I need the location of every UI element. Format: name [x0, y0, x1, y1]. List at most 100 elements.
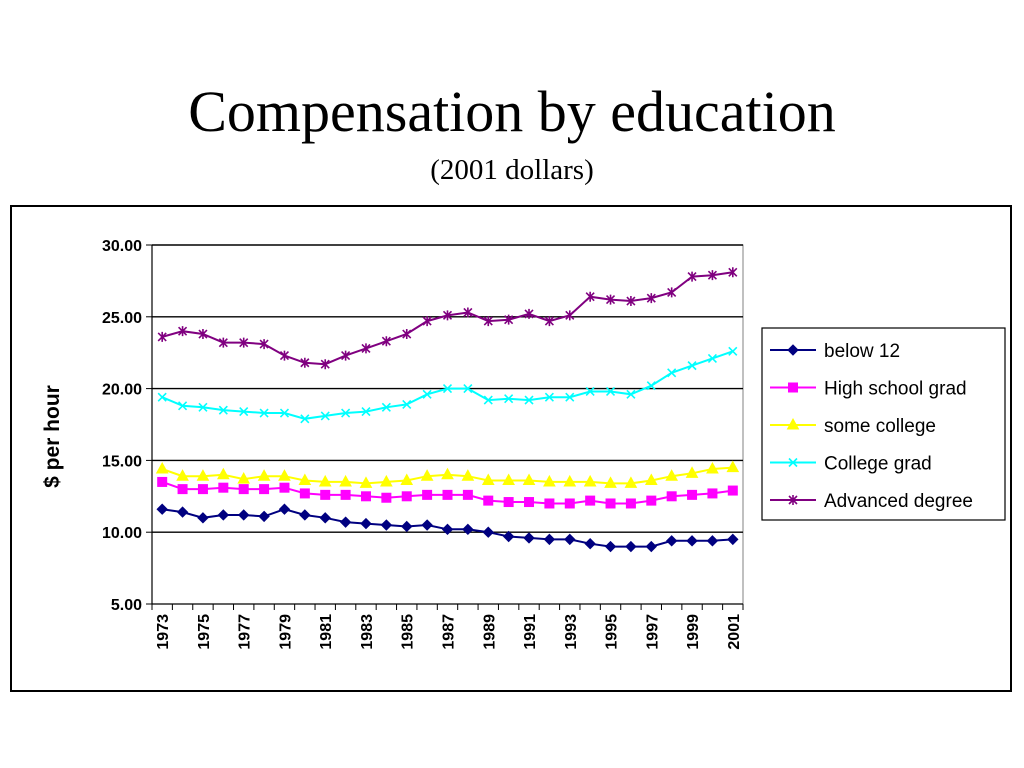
point-some-college: [400, 473, 414, 486]
x-tick-label: 1985: [400, 614, 417, 650]
point-below-12: [441, 523, 454, 536]
point-high-school-grad: [422, 489, 433, 500]
point-high-school-grad: [585, 495, 596, 506]
point-below-12: [625, 540, 637, 553]
point-advanced-degree: [259, 339, 269, 350]
x-tick-label: 1979: [277, 614, 294, 650]
point-below-12: [299, 509, 311, 521]
point-advanced-degree: [565, 310, 575, 321]
point-some-college: [461, 469, 475, 481]
point-college-grad: [605, 386, 616, 397]
point-advanced-degree: [279, 350, 290, 361]
point-college-grad: [218, 405, 228, 415]
point-some-college: [298, 473, 312, 486]
point-below-12: [380, 519, 393, 531]
y-tick-label: 10.00: [102, 525, 142, 542]
point-high-school-grad: [503, 497, 514, 508]
point-high-school-grad: [299, 488, 310, 499]
point-below-12: [401, 520, 413, 533]
point-high-school-grad: [218, 482, 229, 493]
y-tick-label: 15.00: [102, 453, 142, 470]
point-below-12: [665, 535, 678, 547]
point-college-grad: [646, 381, 656, 391]
point-college-grad: [565, 392, 575, 402]
point-high-school-grad: [564, 498, 575, 509]
point-advanced-degree: [687, 271, 697, 282]
point-high-school-grad: [279, 482, 290, 493]
point-below-12: [502, 530, 515, 543]
point-advanced-degree: [341, 350, 351, 361]
chart-frame: 5.00 10.00 15.00 20.00 25.00 30.00 1973 1975 197…: [10, 205, 1012, 692]
y-axis-title: $ per hour: [41, 385, 64, 488]
point-some-college: [176, 469, 189, 481]
point-advanced-degree: [524, 308, 534, 319]
x-tick-label: 1973: [155, 614, 172, 650]
plot-area: [151, 244, 744, 605]
point-below-12: [523, 532, 535, 544]
point-some-college: [522, 473, 536, 486]
point-high-school-grad: [687, 489, 698, 500]
point-college-grad: [667, 368, 677, 378]
point-some-college: [318, 474, 332, 487]
point-high-school-grad: [360, 491, 371, 502]
y-tick-label: 5.00: [111, 597, 142, 614]
point-some-college: [257, 469, 271, 481]
point-advanced-degree: [320, 359, 330, 370]
x-tick-label: 1993: [563, 614, 580, 650]
point-below-12: [482, 526, 494, 538]
point-college-grad: [422, 389, 432, 399]
line-chart: 5.00 10.00 15.00 20.00 25.00 30.00 1973 1975 197…: [41, 238, 1006, 650]
legend-marker-below-12: [787, 344, 799, 356]
point-advanced-degree: [218, 337, 228, 348]
point-high-school-grad: [605, 498, 616, 509]
point-some-college: [604, 476, 617, 488]
point-college-grad: [361, 407, 371, 417]
point-below-12: [421, 519, 433, 531]
point-high-school-grad: [381, 492, 392, 503]
point-below-12: [360, 517, 372, 530]
point-below-12: [156, 503, 168, 515]
point-below-12: [258, 510, 270, 523]
y-tick-label: 20.00: [102, 382, 142, 399]
point-high-school-grad: [462, 489, 473, 500]
point-some-college: [278, 469, 291, 481]
point-some-college: [624, 476, 638, 488]
point-some-college: [644, 473, 658, 486]
point-college-grad: [585, 386, 595, 397]
point-college-grad: [626, 389, 636, 399]
point-some-college: [706, 461, 719, 474]
point-advanced-degree: [422, 316, 432, 327]
point-some-college: [502, 473, 515, 486]
point-below-12: [706, 535, 719, 547]
point-college-grad: [178, 401, 188, 411]
point-advanced-degree: [504, 314, 514, 325]
legend-label-some-college: some college: [824, 416, 936, 437]
point-advanced-degree: [728, 267, 738, 278]
point-high-school-grad: [177, 484, 188, 495]
point-some-college: [481, 473, 495, 486]
point-college-grad: [728, 346, 738, 356]
y-tick-label: 25.00: [102, 310, 142, 327]
x-tick-label: 1997: [644, 614, 661, 650]
x-tick-label: 1987: [441, 614, 458, 650]
point-college-grad: [483, 395, 493, 405]
point-below-12: [543, 533, 556, 546]
point-advanced-degree: [646, 293, 656, 304]
point-below-12: [278, 503, 291, 515]
point-below-12: [462, 523, 474, 536]
point-college-grad: [544, 392, 554, 402]
point-below-12: [339, 516, 352, 528]
point-high-school-grad: [320, 489, 331, 500]
point-some-college: [380, 474, 393, 487]
x-tick-label: 1999: [685, 614, 702, 650]
point-college-grad: [239, 407, 249, 417]
y-tick-label: 30.00: [102, 238, 142, 255]
point-below-12: [564, 533, 576, 546]
point-some-college: [583, 474, 597, 487]
point-advanced-degree: [361, 343, 371, 354]
point-some-college: [359, 476, 373, 488]
point-college-grad: [524, 395, 534, 405]
legend-label-college-grad: College grad: [824, 454, 932, 475]
point-high-school-grad: [524, 497, 535, 508]
point-advanced-degree: [667, 287, 677, 298]
